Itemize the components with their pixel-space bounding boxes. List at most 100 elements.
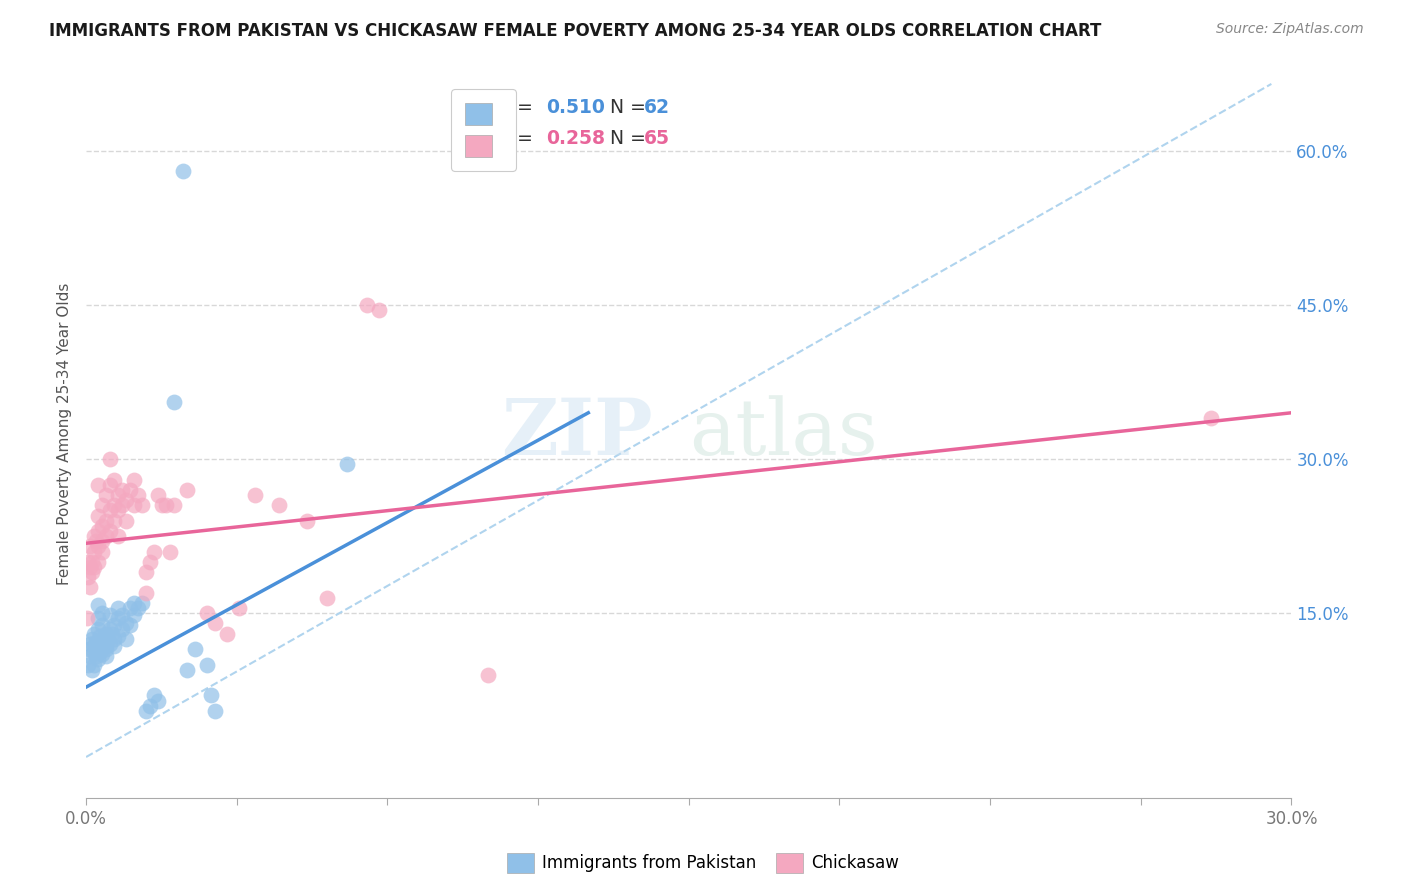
Text: 0.258: 0.258 bbox=[547, 129, 606, 148]
Point bbox=[143, 544, 166, 558]
Point bbox=[148, 488, 170, 502]
Point bbox=[87, 540, 110, 554]
Point bbox=[183, 642, 205, 657]
Point bbox=[368, 303, 391, 318]
Point bbox=[148, 693, 170, 707]
Point bbox=[97, 632, 120, 646]
Point bbox=[120, 618, 142, 632]
Point bbox=[91, 498, 114, 512]
Point bbox=[91, 534, 114, 549]
Text: atlas: atlas bbox=[689, 395, 877, 471]
Point bbox=[124, 596, 146, 610]
Point bbox=[83, 657, 105, 672]
Point bbox=[87, 622, 110, 636]
Point bbox=[131, 596, 153, 610]
Point bbox=[152, 498, 174, 512]
Point bbox=[83, 544, 105, 558]
Point bbox=[107, 488, 129, 502]
Point bbox=[82, 663, 104, 677]
Point bbox=[143, 689, 166, 703]
Point bbox=[103, 473, 125, 487]
Point bbox=[84, 534, 107, 549]
Point bbox=[477, 668, 499, 682]
Text: ZIP: ZIP bbox=[501, 395, 652, 471]
Point bbox=[87, 555, 110, 569]
Point bbox=[82, 565, 104, 579]
Point bbox=[103, 514, 125, 528]
Point bbox=[228, 601, 250, 615]
Point bbox=[124, 498, 146, 512]
Point bbox=[79, 649, 101, 664]
Point bbox=[267, 498, 290, 512]
Point bbox=[135, 704, 157, 718]
Point bbox=[96, 642, 118, 657]
Point bbox=[91, 637, 114, 651]
Point bbox=[84, 649, 107, 664]
Point bbox=[172, 164, 194, 178]
Point bbox=[96, 514, 118, 528]
Y-axis label: Female Poverty Among 25-34 Year Olds: Female Poverty Among 25-34 Year Olds bbox=[58, 282, 72, 584]
Text: N =: N = bbox=[599, 129, 652, 148]
Point bbox=[131, 498, 153, 512]
Point bbox=[79, 560, 101, 574]
Point bbox=[356, 298, 378, 312]
Point bbox=[200, 689, 222, 703]
Point bbox=[107, 629, 129, 643]
Point bbox=[91, 544, 114, 558]
Point bbox=[93, 632, 115, 646]
Text: R =: R = bbox=[498, 98, 538, 117]
Point bbox=[107, 611, 129, 625]
Point bbox=[79, 642, 101, 657]
Text: R =: R = bbox=[498, 129, 538, 148]
Point bbox=[1199, 411, 1222, 425]
Point bbox=[111, 608, 134, 623]
Legend: Immigrants from Pakistan, Chickasaw: Immigrants from Pakistan, Chickasaw bbox=[501, 847, 905, 880]
Point bbox=[176, 663, 198, 677]
Point bbox=[111, 483, 134, 497]
Point bbox=[77, 657, 100, 672]
Point bbox=[76, 611, 98, 625]
Point bbox=[295, 514, 318, 528]
Point bbox=[103, 632, 125, 646]
Point bbox=[91, 647, 114, 661]
Point bbox=[139, 698, 162, 713]
Point bbox=[115, 632, 138, 646]
Point bbox=[120, 601, 142, 615]
Point bbox=[91, 606, 114, 620]
Point bbox=[79, 581, 101, 595]
Point bbox=[79, 637, 101, 651]
Point bbox=[127, 601, 149, 615]
Point bbox=[195, 657, 218, 672]
Point bbox=[159, 544, 181, 558]
Point bbox=[103, 498, 125, 512]
Point bbox=[111, 498, 134, 512]
Point bbox=[82, 555, 104, 569]
Point bbox=[101, 626, 124, 640]
Point bbox=[204, 704, 226, 718]
Point bbox=[103, 618, 125, 632]
Point bbox=[96, 529, 118, 543]
Point bbox=[87, 524, 110, 538]
Point bbox=[98, 622, 121, 636]
Point bbox=[98, 524, 121, 538]
Point bbox=[98, 477, 121, 491]
Point bbox=[107, 601, 129, 615]
Point bbox=[115, 493, 138, 508]
Legend: , : , bbox=[451, 89, 516, 171]
Point bbox=[96, 626, 118, 640]
Point bbox=[195, 606, 218, 620]
Point bbox=[79, 540, 101, 554]
Point bbox=[82, 632, 104, 646]
Point bbox=[135, 565, 157, 579]
Point bbox=[96, 639, 118, 653]
Point bbox=[336, 457, 359, 471]
Point bbox=[84, 635, 107, 649]
Point bbox=[127, 488, 149, 502]
Point bbox=[96, 649, 118, 664]
Point bbox=[103, 639, 125, 653]
Point bbox=[98, 608, 121, 623]
Point bbox=[135, 585, 157, 599]
Point bbox=[91, 618, 114, 632]
Point bbox=[243, 488, 266, 502]
Point bbox=[115, 616, 138, 631]
